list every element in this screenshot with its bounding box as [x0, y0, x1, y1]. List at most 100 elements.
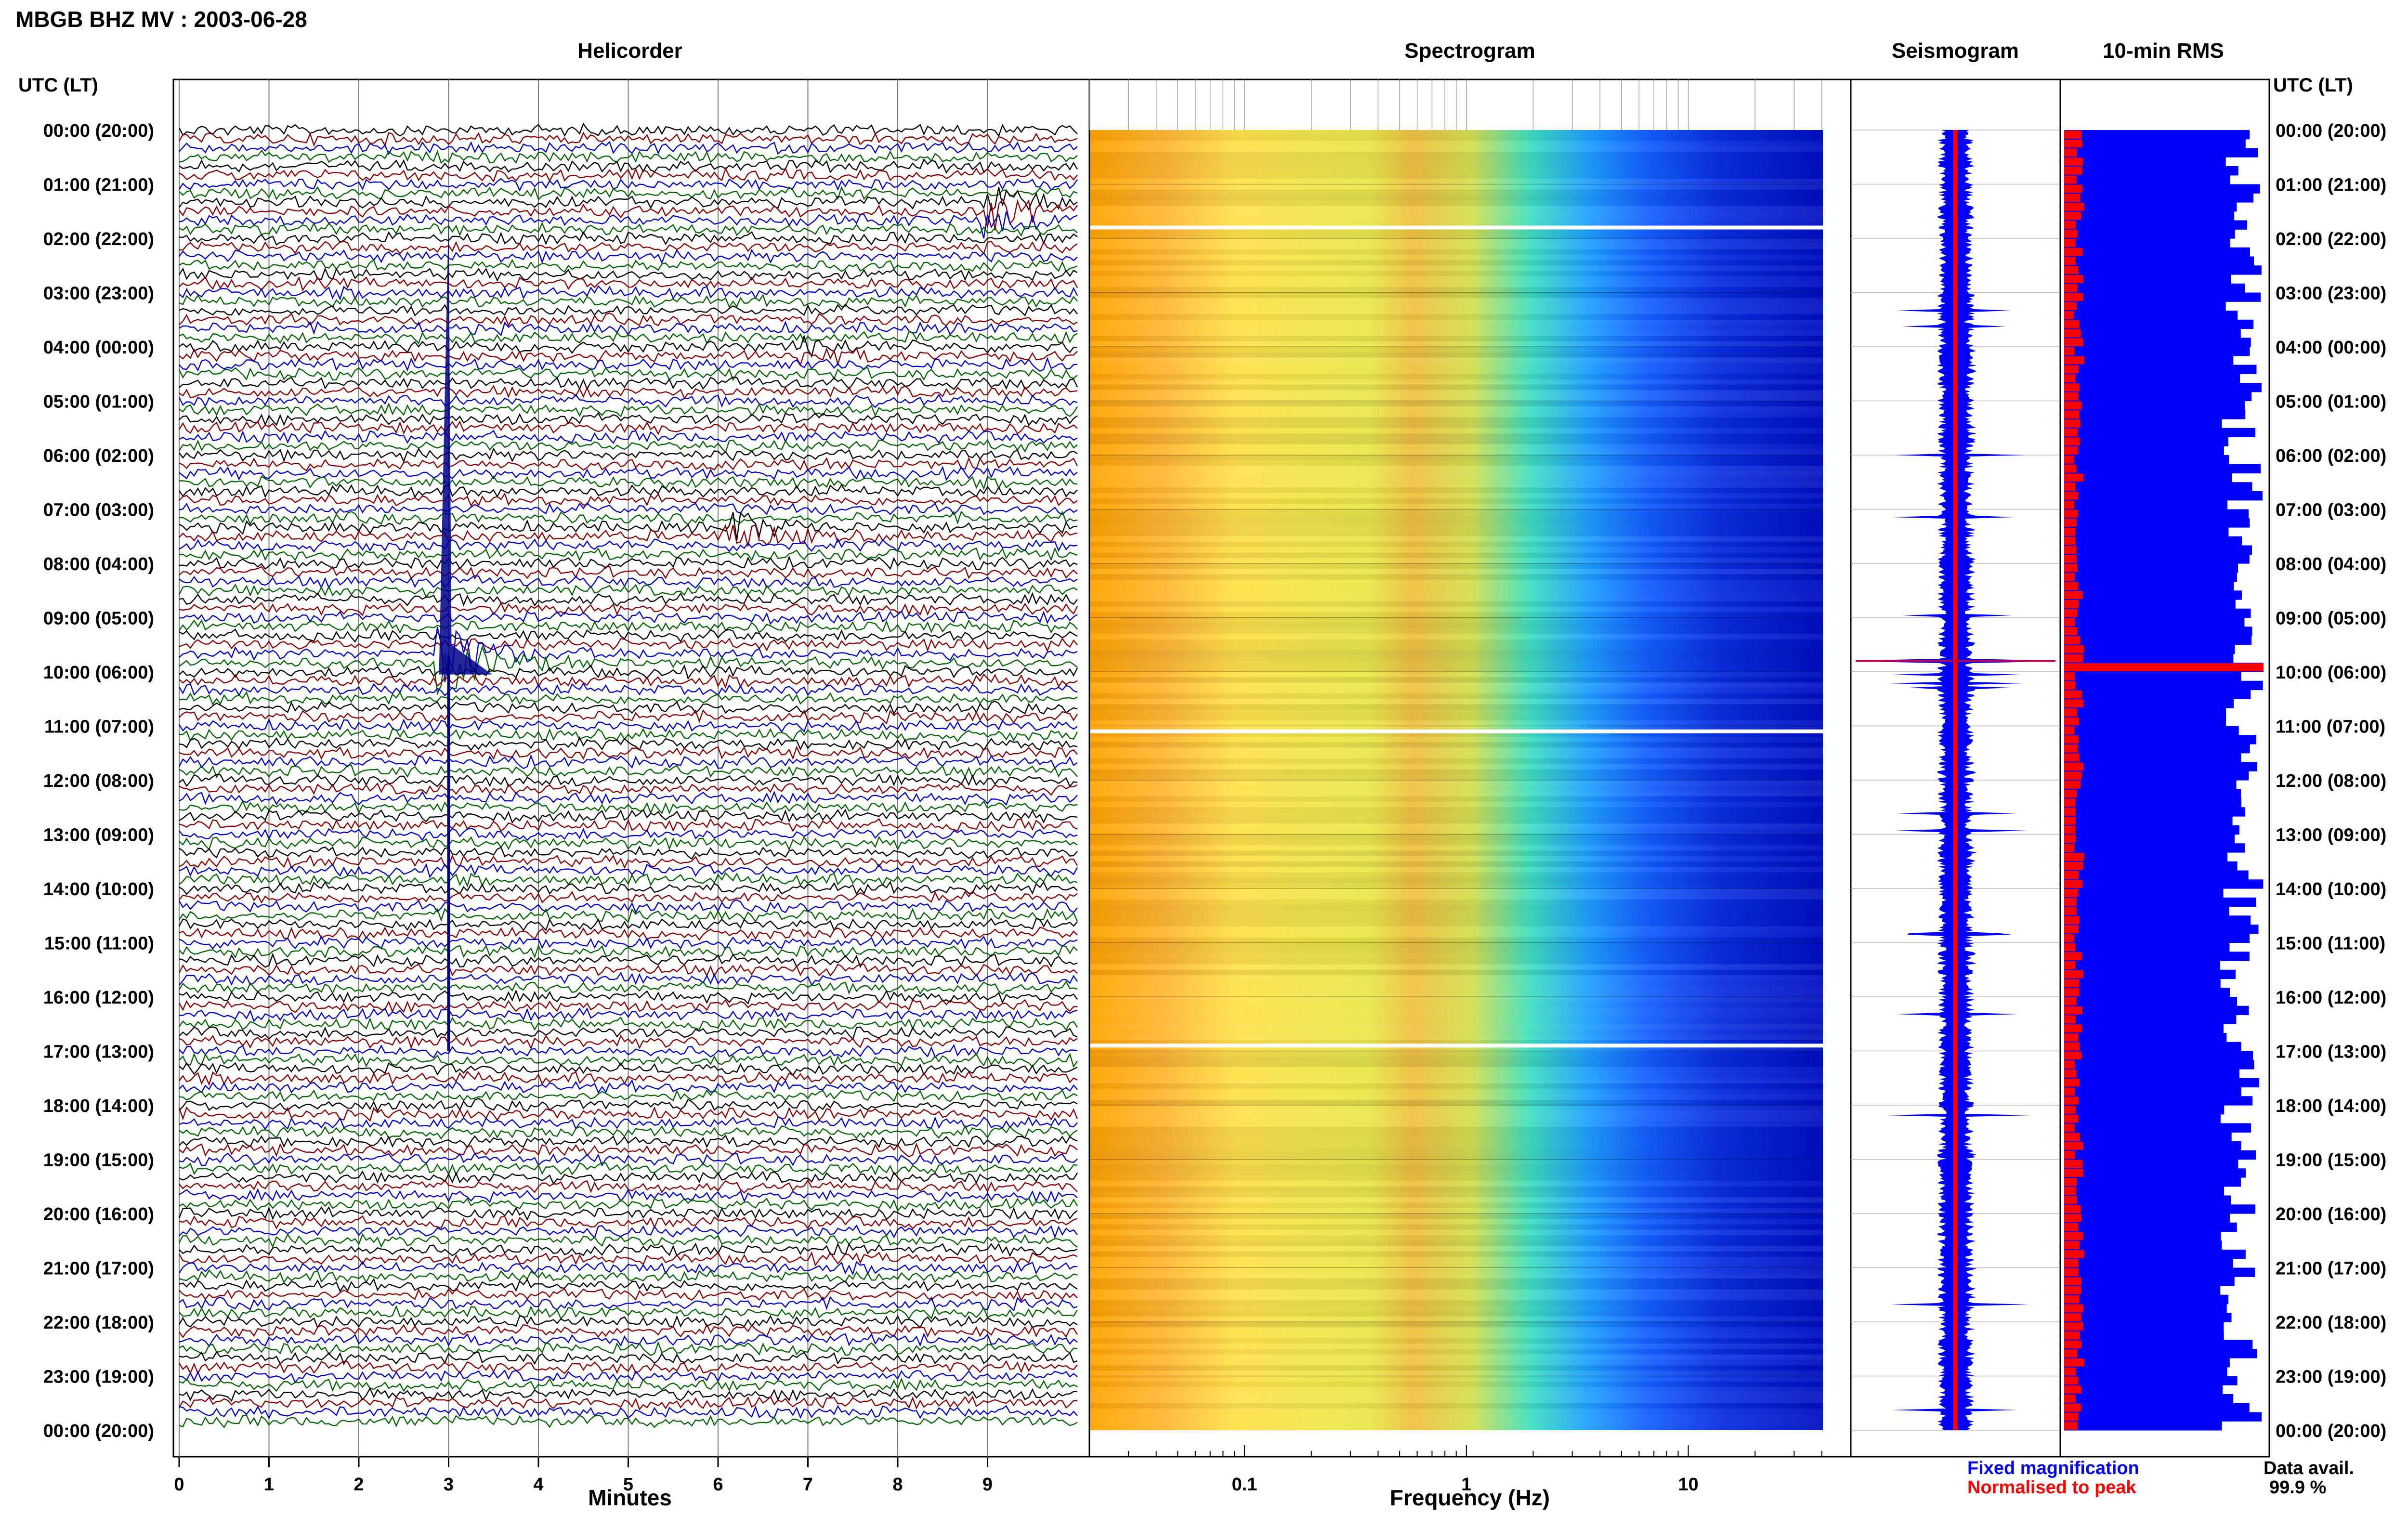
rms-bar-normalised	[2064, 184, 2082, 193]
spectrogram-texture	[1090, 888, 1823, 894]
spectrogram-texture	[1090, 1089, 1823, 1095]
spectrogram-texture	[1090, 282, 1823, 287]
rms-bar-fixed	[2064, 1376, 2238, 1385]
spectrogram-texture	[1090, 997, 1823, 1003]
spectrogram-texture	[1090, 791, 1823, 796]
spectrogram-texture	[1090, 1387, 1823, 1393]
helicorder-panel: 0 1 2 3 4 5 6 7 8 9	[172, 78, 1090, 1495]
helicorder-trace	[179, 764, 1078, 779]
time-label-left: 00:00 (20:00)	[43, 121, 154, 141]
rms-bar-fixed	[2064, 419, 2222, 429]
rms-bar-normalised	[2064, 744, 2078, 753]
helicorder-trace	[179, 248, 1078, 264]
helicorder-trace	[178, 1106, 1078, 1122]
spectrogram-texture	[1090, 303, 1823, 309]
rms-bar-normalised	[2064, 663, 2264, 671]
spectrogram-texture	[1090, 1034, 1823, 1040]
rms-bar-fixed	[2064, 1141, 2241, 1151]
helicorder-trace	[178, 178, 1078, 192]
spectrogram-texture	[1090, 823, 1823, 829]
rms-bar-fixed	[2064, 1087, 2241, 1096]
spectrogram-texture	[1090, 1159, 1823, 1165]
rms-bar-fixed	[2064, 1367, 2227, 1377]
helicorder-trace	[179, 475, 1078, 491]
spectrogram-texture	[1090, 384, 1823, 390]
rms-bar-normalised	[2064, 789, 2077, 798]
rms-bar-normalised	[2064, 1123, 2075, 1132]
rms-bar-fixed	[2064, 925, 2259, 934]
rms-bar-normalised	[2064, 1403, 2081, 1412]
rms-bar-normalised	[2064, 1259, 2079, 1267]
helicorder-trace	[179, 1152, 1078, 1167]
rms-bar-fixed	[2064, 1078, 2260, 1088]
spectrogram-texture	[1090, 617, 1823, 623]
time-label-left: 14:00 (10:00)	[43, 879, 154, 900]
rms-bar-fixed	[2064, 744, 2250, 754]
spectrogram-texture	[1090, 1316, 1823, 1322]
time-label-left: 23:00 (19:00)	[43, 1367, 154, 1387]
rms-bar-normalised	[2064, 1232, 2083, 1240]
helicorder-trace	[179, 447, 1078, 463]
time-label-left: 11:00 (07:00)	[44, 717, 154, 737]
helicorder-trace	[178, 122, 1078, 137]
rms-bar-fixed	[2064, 644, 2235, 654]
rms-bar-fixed	[2064, 464, 2261, 474]
rms-bar-fixed	[2064, 708, 2226, 718]
spectrogram-texture	[1090, 325, 1823, 331]
spectrogram-texture	[1090, 504, 1823, 509]
spectrogram-texture	[1090, 1267, 1823, 1273]
rms-bar-normalised	[2064, 167, 2082, 175]
rms-bar-fixed	[2064, 292, 2261, 302]
rms-bar-normalised	[2064, 392, 2079, 401]
spectrogram-texture	[1090, 146, 1823, 152]
spectrogram-texture	[1090, 433, 1823, 439]
time-label-right: 19:00 (15:00)	[2276, 1150, 2386, 1171]
spectrogram-texture	[1090, 910, 1823, 916]
rms-bar-fixed	[2064, 1250, 2246, 1259]
rms-bar-fixed	[2064, 1222, 2237, 1232]
spectrogram-texture	[1090, 1040, 1823, 1046]
spectrogram-texture	[1090, 807, 1823, 813]
helicorder-trace	[179, 782, 1078, 796]
helicorder-trace	[179, 1142, 1078, 1158]
time-label-left: 15:00 (11:00)	[44, 934, 154, 954]
rms-bar-fixed	[2064, 1304, 2227, 1313]
helicorder-trace	[179, 1124, 1078, 1140]
rms-bar-fixed	[2064, 1412, 2262, 1422]
rms-bar-normalised	[2064, 492, 2078, 500]
spectrogram-texture	[1090, 856, 1823, 861]
spectrogram-texture	[1090, 352, 1823, 358]
rms-bar-fixed	[2064, 500, 2227, 510]
spectrogram-texture	[1090, 829, 1823, 835]
helicorder-tick-label: 0	[174, 1475, 184, 1495]
rms-bar-normalised	[2064, 419, 2081, 428]
spectrogram-texture	[1090, 861, 1823, 867]
rms-bar-fixed	[2064, 148, 2258, 157]
helicorder-tick-label: 6	[713, 1475, 723, 1495]
rms-bar-fixed	[2064, 672, 2241, 681]
rms-bar-fixed	[2064, 653, 2234, 663]
rms-bar-fixed	[2064, 1267, 2255, 1277]
spectrogram-texture	[1090, 449, 1823, 455]
spectrogram-texture	[1090, 319, 1823, 325]
helicorder-tick-label: 9	[982, 1475, 993, 1495]
rms-bar-normalised	[2064, 284, 2078, 292]
rms-bar-fixed	[2064, 915, 2251, 925]
rms-bar-fixed	[2064, 1286, 2221, 1295]
rms-bar-fixed	[2064, 1340, 2253, 1349]
rms-bar-normalised	[2064, 762, 2084, 771]
spectrogram-texture	[1090, 899, 1823, 905]
rms-bar-normalised	[2064, 1422, 2078, 1430]
time-label-left: 05:00 (01:00)	[43, 392, 154, 412]
rms-bar-fixed	[2064, 1385, 2223, 1395]
rms-bar-fixed	[2064, 1403, 2250, 1413]
rms-bar-normalised	[2064, 970, 2083, 979]
spectrogram-texture	[1090, 596, 1823, 601]
spectrogram-texture	[1090, 774, 1823, 780]
rms-bar-normalised	[2064, 1106, 2076, 1114]
spectrogram-texture	[1090, 975, 1823, 981]
rms-bar-normalised	[2064, 618, 2075, 626]
rms-bar-normalised	[2064, 139, 2082, 148]
spectrogram-texture	[1090, 276, 1823, 282]
rms-bar-normalised	[2064, 157, 2083, 166]
